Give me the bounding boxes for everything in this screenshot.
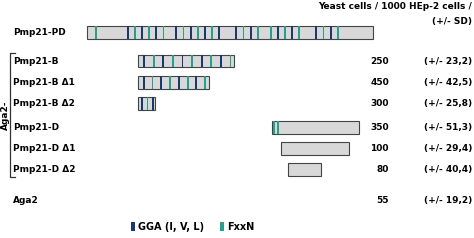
Bar bbox=[272, 121, 358, 134]
Bar bbox=[163, 55, 164, 67]
Bar bbox=[172, 55, 174, 67]
Bar bbox=[153, 55, 155, 67]
Text: (+/- 25,8): (+/- 25,8) bbox=[424, 99, 473, 108]
Bar bbox=[178, 76, 180, 89]
Bar bbox=[204, 26, 206, 40]
Bar bbox=[281, 142, 349, 155]
Bar bbox=[220, 55, 222, 67]
Text: Pmp21-D: Pmp21-D bbox=[13, 123, 59, 132]
Text: (+/- SD): (+/- SD) bbox=[432, 17, 473, 26]
Bar bbox=[175, 26, 177, 40]
Text: 350: 350 bbox=[370, 123, 389, 132]
Text: 55: 55 bbox=[376, 196, 389, 205]
Text: Pmp21-D Δ1: Pmp21-D Δ1 bbox=[13, 144, 76, 153]
Bar bbox=[243, 26, 245, 40]
Bar bbox=[191, 55, 193, 67]
Bar bbox=[163, 26, 164, 40]
Bar bbox=[143, 76, 145, 89]
Bar bbox=[197, 26, 199, 40]
Text: Pmp21-PD: Pmp21-PD bbox=[13, 28, 66, 37]
Bar bbox=[257, 26, 259, 40]
Bar bbox=[288, 164, 321, 176]
Text: 100: 100 bbox=[371, 144, 389, 153]
Text: (+/- 51,3): (+/- 51,3) bbox=[424, 123, 473, 132]
Bar bbox=[152, 97, 154, 110]
Bar bbox=[182, 55, 183, 67]
Bar bbox=[127, 26, 129, 40]
Bar bbox=[220, 222, 224, 231]
Bar bbox=[141, 97, 143, 110]
Bar bbox=[169, 76, 171, 89]
Text: Yeast cells / 1000 HEp-2 cells /: Yeast cells / 1000 HEp-2 cells / bbox=[319, 2, 473, 11]
Bar bbox=[330, 26, 332, 40]
Text: 250: 250 bbox=[370, 57, 389, 65]
Bar bbox=[182, 26, 184, 40]
Bar bbox=[148, 26, 150, 40]
Bar bbox=[138, 76, 209, 89]
Text: FxxN: FxxN bbox=[227, 222, 254, 232]
Bar bbox=[315, 26, 317, 40]
Bar bbox=[323, 26, 324, 40]
Text: (+/- 42,5): (+/- 42,5) bbox=[424, 78, 473, 87]
Bar bbox=[284, 26, 286, 40]
Bar bbox=[146, 97, 148, 110]
Bar bbox=[155, 26, 157, 40]
Bar bbox=[291, 26, 293, 40]
Bar bbox=[143, 55, 145, 67]
Bar bbox=[298, 26, 300, 40]
Text: Pmp21-B: Pmp21-B bbox=[13, 57, 59, 65]
Text: Pmp21-B Δ1: Pmp21-B Δ1 bbox=[13, 78, 75, 87]
Bar bbox=[160, 76, 162, 89]
Text: (+/- 19,2): (+/- 19,2) bbox=[424, 196, 473, 205]
Text: Pmp21-D Δ2: Pmp21-D Δ2 bbox=[13, 165, 76, 174]
Bar bbox=[141, 26, 143, 40]
Bar bbox=[138, 97, 155, 110]
Bar bbox=[201, 55, 203, 67]
Bar bbox=[87, 26, 373, 40]
Text: Aga2-: Aga2- bbox=[1, 101, 10, 130]
Bar bbox=[229, 55, 231, 67]
Bar bbox=[270, 26, 272, 40]
Bar bbox=[195, 76, 197, 89]
Bar bbox=[211, 26, 213, 40]
Text: (+/- 40,4): (+/- 40,4) bbox=[424, 165, 473, 174]
Bar bbox=[187, 76, 189, 89]
Bar bbox=[250, 26, 252, 40]
Text: Aga2: Aga2 bbox=[13, 196, 39, 205]
Bar bbox=[277, 121, 279, 134]
Bar bbox=[277, 26, 279, 40]
Bar bbox=[273, 121, 275, 134]
Text: 450: 450 bbox=[370, 78, 389, 87]
Bar bbox=[190, 26, 191, 40]
Text: 300: 300 bbox=[371, 99, 389, 108]
Bar bbox=[236, 26, 237, 40]
Text: Pmp21-B Δ2: Pmp21-B Δ2 bbox=[13, 99, 75, 108]
Bar bbox=[138, 55, 234, 67]
Bar bbox=[210, 55, 212, 67]
Text: 80: 80 bbox=[377, 165, 389, 174]
Text: (+/- 29,4): (+/- 29,4) bbox=[424, 144, 473, 153]
Bar bbox=[204, 76, 206, 89]
Bar bbox=[218, 26, 220, 40]
Bar bbox=[131, 222, 135, 231]
Bar bbox=[337, 26, 339, 40]
Text: GGA (I, V, L): GGA (I, V, L) bbox=[138, 222, 204, 232]
Bar bbox=[134, 26, 136, 40]
Bar bbox=[152, 76, 154, 89]
Text: (+/- 23,2): (+/- 23,2) bbox=[424, 57, 473, 65]
Bar bbox=[95, 26, 97, 40]
